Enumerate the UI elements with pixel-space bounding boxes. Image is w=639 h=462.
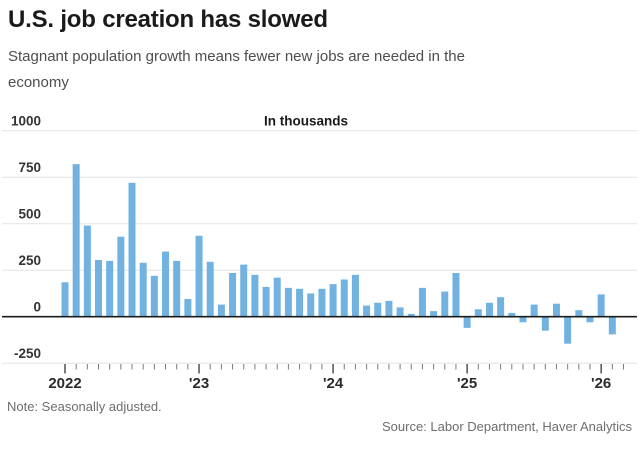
bar [117,236,125,317]
bar [106,260,114,317]
bar [262,286,270,317]
bar [195,235,203,317]
bar [508,312,516,317]
bar [206,261,214,317]
y-axis-label: 250 [18,253,41,268]
bar [452,272,460,317]
bar [541,316,549,331]
x-axis-label: '26 [591,375,611,392]
bar [575,310,583,317]
bar [296,288,304,317]
bar [530,304,538,317]
y-axis-label: 500 [18,207,41,222]
x-axis-label: '23 [189,375,209,392]
bar [441,291,449,317]
bar [318,288,326,317]
bar [485,302,493,317]
bar [564,316,572,344]
bar [83,225,91,317]
bar-chart: 1000 750 500 250 0 -250 In thousands 2022 '23 '24… [2,114,637,392]
bar [597,294,605,317]
x-axis-label: 2022 [48,375,81,392]
y-axis-label: 0 [33,300,41,315]
bar [284,287,292,317]
bar [340,279,348,317]
page-title: U.S. job creation has slowed [8,6,328,33]
bar [351,274,359,317]
bar [608,316,616,335]
bar [229,272,237,317]
bar [251,274,259,317]
x-axis-label: '25 [457,375,477,392]
chart-note: Note: Seasonally adjusted. [7,399,162,414]
units-label: In thousands [264,114,348,129]
bar [418,287,426,317]
y-axis-label: 750 [18,160,41,175]
chart-source: Source: Labor Department, Haver Analytic… [381,419,632,434]
x-axis-label: '24 [323,375,344,392]
bar [72,164,80,317]
y-axis-label: 1000 [11,114,41,129]
bar [173,260,181,317]
y-axis-label: -250 [14,346,41,361]
bar [61,282,69,317]
bar [150,275,158,317]
bar [139,262,147,317]
bar [374,302,382,317]
bar [217,304,225,317]
bar [430,311,438,317]
chart-subtitle: Stagnant population growth means fewer n… [8,44,608,96]
bar [519,316,527,323]
bar [385,300,393,317]
bar [273,277,281,317]
bar [363,305,371,317]
bar [474,309,482,317]
bar [586,316,594,323]
chart-subtitle-line1: Stagnant population growth means fewer n… [8,48,465,65]
bar [128,182,136,317]
bar [407,313,415,317]
bar [162,251,170,317]
bar [307,293,315,317]
bar [463,316,471,328]
chart-subtitle-line2: economy [8,74,69,91]
bar [184,299,192,317]
bar [552,303,560,317]
bar [497,297,505,317]
bar [329,284,337,317]
bar [95,259,103,317]
bar [396,307,404,317]
bar [240,264,248,317]
